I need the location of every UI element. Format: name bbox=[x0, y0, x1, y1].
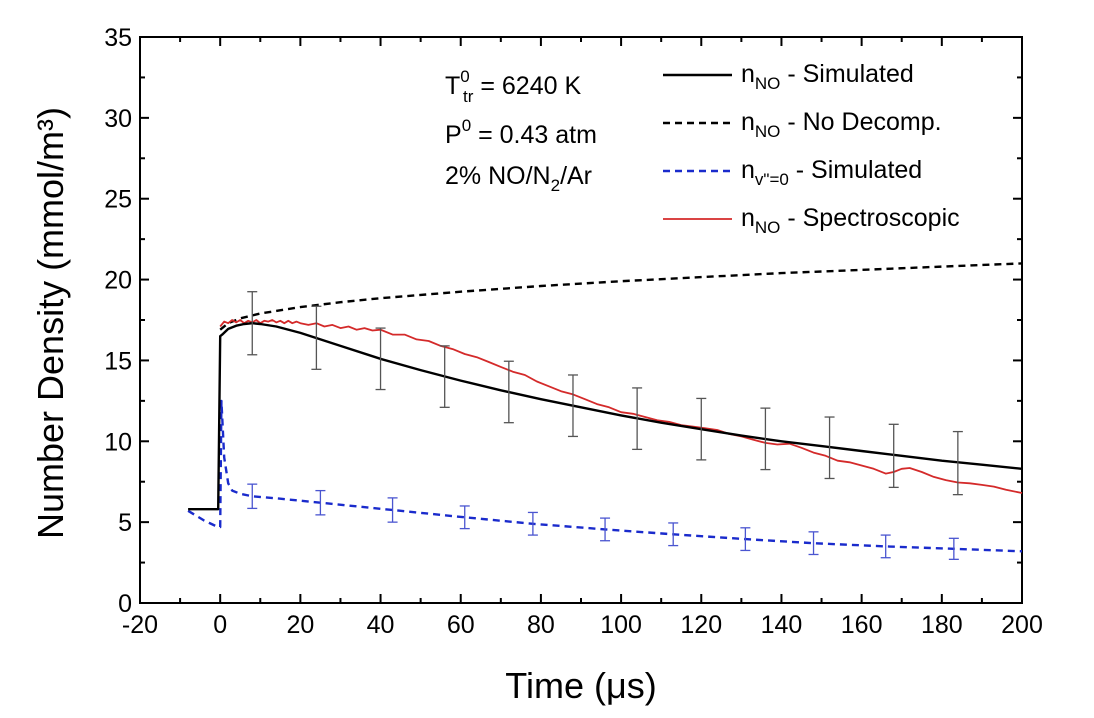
annotation-temperature: T0 tr = 6240 K bbox=[445, 67, 581, 106]
error-bar-sim bbox=[632, 387, 643, 451]
y-tick-label: 30 bbox=[104, 105, 132, 133]
y-tick-label: 15 bbox=[104, 347, 132, 375]
error-bar-v0 bbox=[668, 522, 679, 547]
annotation-mixture: 2% NO/N2/Ar bbox=[445, 162, 592, 195]
error-bar-sim bbox=[952, 430, 963, 496]
error-bar-sim bbox=[375, 327, 386, 391]
series-line-nodecomp bbox=[219, 262, 1023, 331]
x-tick-label: 60 bbox=[447, 611, 475, 639]
error-bar-v0 bbox=[948, 537, 959, 560]
error-bar-v0 bbox=[600, 517, 611, 542]
error-bar-v0 bbox=[880, 534, 891, 559]
error-bar-v0 bbox=[459, 505, 470, 530]
error-bar-sim bbox=[503, 360, 514, 424]
legend-label-spec: nNO - Spectroscopic bbox=[741, 204, 960, 237]
y-tick-label: 0 bbox=[118, 590, 132, 618]
series-line-spec bbox=[219, 319, 1023, 494]
x-tick-label: 20 bbox=[286, 611, 314, 639]
error-bar-v0 bbox=[527, 511, 538, 536]
error-bar-v0 bbox=[808, 531, 819, 556]
error-bar-v0 bbox=[387, 497, 398, 523]
x-tick-label: 120 bbox=[680, 611, 722, 639]
x-tick-label: 200 bbox=[1001, 611, 1043, 639]
error-bar-v0 bbox=[740, 527, 751, 552]
x-tick-label: 0 bbox=[213, 611, 227, 639]
legend: nNO - Simulated nNO - No Decomp. nv"=0 - S… bbox=[663, 60, 960, 237]
error-bar-sim bbox=[824, 416, 835, 480]
error-bar-sim bbox=[439, 345, 450, 408]
x-tick-label: 100 bbox=[600, 611, 642, 639]
error-bar-sim bbox=[760, 407, 771, 471]
legend-label-v0: nv"=0 - Simulated bbox=[741, 156, 922, 189]
legend-label-sim: nNO - Simulated bbox=[741, 60, 914, 93]
x-tick-label: 140 bbox=[761, 611, 803, 639]
y-axis-title: Number Density (mmol/m³) bbox=[30, 107, 71, 539]
annotation-layer: T0 tr = 6240 K P0 = 0.43 atm 2% NO/N2/Ar bbox=[445, 67, 597, 195]
y-tick-label: 20 bbox=[104, 267, 132, 295]
x-tick-label: 160 bbox=[841, 611, 883, 639]
errorbar-layer bbox=[247, 291, 963, 560]
y-tick-label: 25 bbox=[104, 186, 132, 214]
series-layer bbox=[187, 262, 1023, 553]
error-bar-v0 bbox=[247, 483, 258, 510]
y-tick-label: 5 bbox=[118, 509, 132, 537]
error-bar-sim bbox=[247, 291, 258, 356]
error-bar-sim bbox=[696, 397, 707, 461]
annotation-pressure: P0 = 0.43 atm bbox=[445, 116, 597, 149]
legend-label-nodecomp: nNO - No Decomp. bbox=[741, 108, 942, 141]
x-axis-title: Time (μs) bbox=[505, 665, 656, 706]
x-axis: -20 0 20 40 60 80 100 120 140 160 180 200 bbox=[122, 37, 1043, 639]
x-tick-label: 40 bbox=[367, 611, 395, 639]
error-bar-sim bbox=[567, 374, 578, 438]
error-bar-sim bbox=[311, 305, 322, 370]
y-axis: 0 5 10 15 20 25 30 35 bbox=[104, 24, 1022, 618]
series-line-v0 bbox=[187, 399, 1023, 553]
legend-entry-v0: nv"=0 - Simulated bbox=[663, 156, 922, 189]
legend-entry-spec: nNO - Spectroscopic bbox=[663, 204, 960, 237]
x-tick-label: -20 bbox=[122, 611, 158, 639]
error-bar-v0 bbox=[315, 489, 326, 516]
legend-entry-sim: nNO - Simulated bbox=[663, 60, 914, 93]
series-line-sim bbox=[188, 322, 1023, 511]
y-tick-label: 10 bbox=[104, 428, 132, 456]
error-bar-sim bbox=[888, 423, 899, 489]
x-tick-label: 80 bbox=[527, 611, 555, 639]
y-tick-label: 35 bbox=[104, 24, 132, 52]
legend-entry-nodecomp: nNO - No Decomp. bbox=[663, 108, 942, 141]
x-tick-label: 180 bbox=[921, 611, 963, 639]
